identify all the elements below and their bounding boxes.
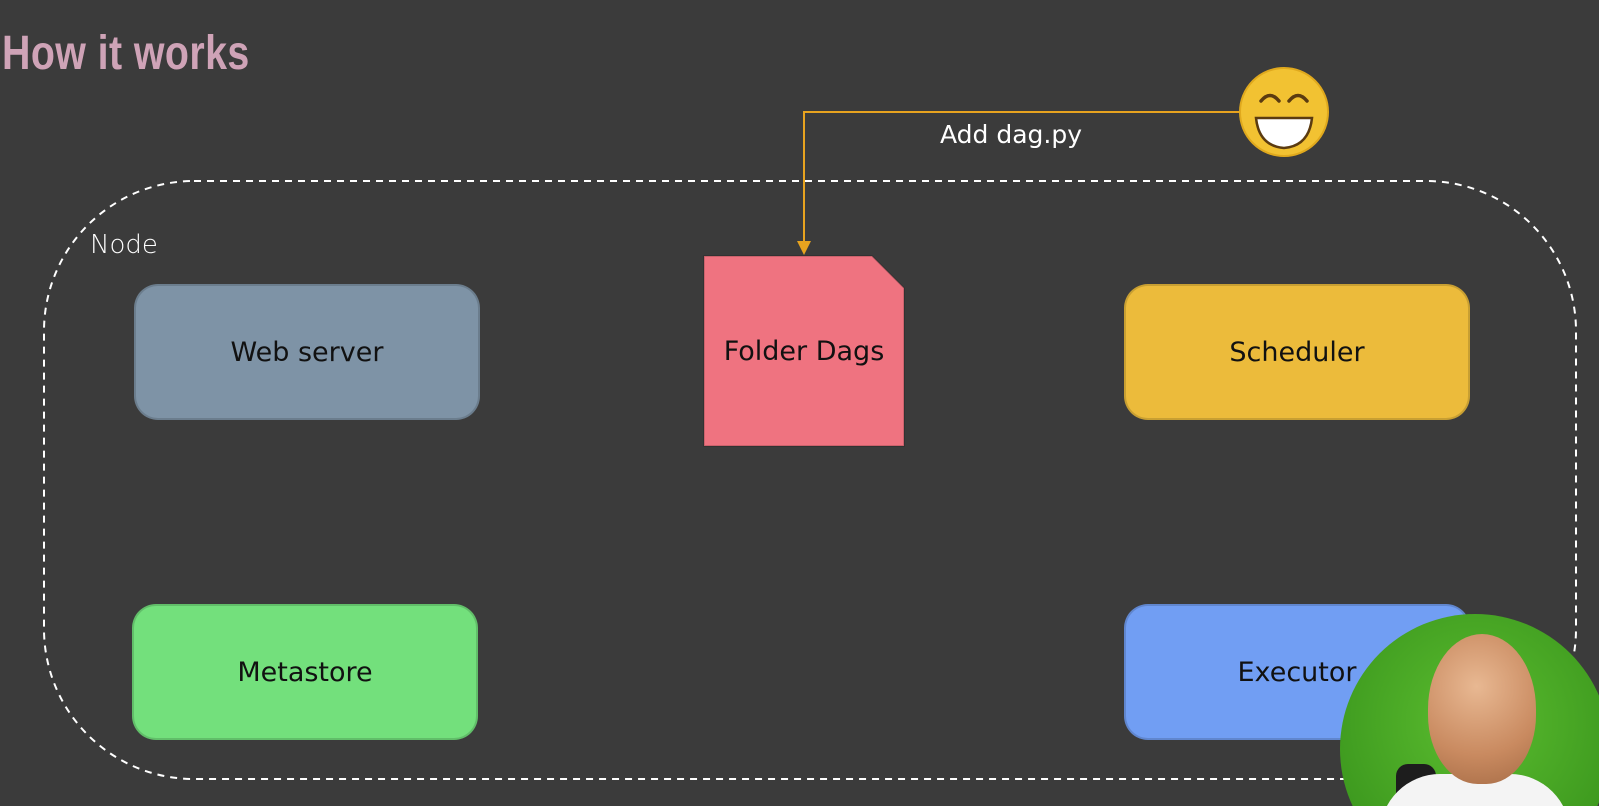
web-server-box: Web server [134, 284, 480, 420]
add-dag-arrow-head [797, 241, 811, 255]
web-server-label: Web server [230, 336, 384, 368]
metastore-box: Metastore [132, 604, 478, 740]
page-title: How it works [2, 27, 250, 80]
folder-dags-label: Folder Dags [723, 335, 885, 367]
add-dag-label: Add dag.py [940, 120, 1083, 149]
folder-dags-shape [703, 255, 905, 447]
node-boundary [43, 180, 1577, 780]
scheduler-label: Scheduler [1229, 336, 1365, 368]
executor-label: Executor [1237, 656, 1357, 688]
metastore-label: Metastore [237, 656, 373, 688]
add-dag-arrow [803, 111, 1242, 244]
folder-dags-box: Folder Dags [704, 256, 904, 446]
presenter-head [1428, 634, 1536, 784]
grin-emoji-icon [1239, 67, 1329, 157]
node-label: Node [90, 230, 158, 260]
scheduler-box: Scheduler [1124, 284, 1470, 420]
